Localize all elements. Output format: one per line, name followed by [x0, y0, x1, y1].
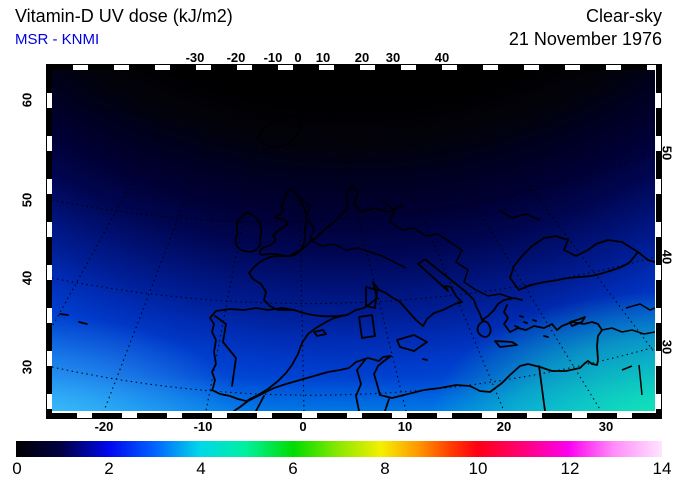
coastline-norway-south — [256, 114, 302, 148]
island-crete — [494, 340, 518, 348]
tick-label: 50 — [19, 192, 35, 208]
header-right: Clear-sky 21 November 1976 — [509, 6, 662, 50]
islands-aegean — [514, 315, 549, 338]
uv-dose-field — [52, 70, 655, 411]
sky-condition-label: Clear-sky — [585, 6, 662, 26]
map-border-zebra-right — [656, 65, 661, 418]
island-sicily — [396, 334, 428, 352]
island-sardinia — [358, 314, 376, 339]
tick-label: -20 — [94, 419, 114, 434]
source-label: MSR - KNMI — [15, 31, 100, 48]
map-overlay — [52, 70, 655, 411]
map-border-zebra-bottom — [47, 413, 661, 418]
page-title: Vitamin-D UV dose (kJ/m2) — [15, 6, 233, 26]
map-border-zebra-left — [47, 65, 52, 418]
colorbar-tick-label: 12 — [560, 459, 580, 478]
colorbar — [16, 441, 662, 457]
island-corsica — [365, 286, 378, 309]
coastline-levant-egypt-libya — [379, 329, 603, 399]
colorbar-tick-label: 0 — [12, 459, 22, 478]
tick-label: 10 — [315, 50, 331, 65]
island-cyprus — [569, 316, 586, 327]
tick-label: 0 — [294, 50, 302, 65]
tick-label: 20 — [496, 419, 512, 434]
coastline-great-britain — [258, 188, 308, 258]
island-malta — [422, 358, 428, 361]
border-libya-egypt — [538, 365, 546, 411]
coastline-adriatic-balkans — [425, 259, 483, 321]
coastline-black-sea — [509, 235, 655, 291]
map-border-zebra-top — [47, 65, 661, 70]
tick-label: 30 — [385, 50, 401, 65]
map-frame — [46, 64, 662, 419]
coastline-france-mediterranean — [346, 281, 378, 316]
colorbar-tick-label: 8 — [380, 459, 390, 478]
tick-label: -30 — [185, 50, 205, 65]
tick-label: 20 — [354, 50, 370, 65]
colorbar-tick-label: 4 — [196, 459, 206, 478]
border-tunisia-libya — [384, 398, 390, 411]
colorbar-tick-label: 14 — [652, 459, 672, 478]
tick-label: 30 — [19, 359, 35, 375]
tick-label: -10 — [263, 50, 283, 65]
tick-label: 40 — [19, 270, 35, 286]
islands-canary-madeira — [59, 313, 88, 325]
border-portugal-spain — [214, 315, 237, 387]
date-label: 21 November 1976 — [508, 29, 662, 49]
island-mallorca — [313, 329, 327, 337]
colorbar-tick-label: 6 — [288, 459, 298, 478]
coastline-north-sea-jutland — [315, 185, 403, 239]
tick-label: 40 — [434, 50, 450, 65]
border-algeria-tunisia — [355, 359, 366, 411]
coastline-tunisia-algeria-morocco — [233, 355, 392, 411]
coastline-greece-peloponnese — [476, 320, 492, 338]
tick-label: 60 — [19, 92, 35, 108]
tick-label: 10 — [397, 419, 413, 434]
colorbar-tick-label: 10 — [468, 459, 488, 478]
coastline-ireland — [234, 212, 263, 253]
tick-label: 30 — [598, 419, 614, 434]
coastlines — [59, 114, 655, 411]
country-borders — [298, 197, 655, 396]
colorbar-tick-label: 2 — [104, 459, 114, 478]
coastline-france-atlantic — [248, 265, 295, 311]
coastline-greece-aegean — [481, 297, 523, 333]
border-morocco-algeria — [255, 395, 265, 411]
coastline-italy — [372, 259, 463, 327]
coastline-france-channel — [254, 237, 317, 267]
graticule — [52, 70, 655, 411]
tick-label: 0 — [299, 419, 307, 434]
coastline-turkey-south — [509, 321, 603, 333]
tick-label: -10 — [193, 419, 213, 434]
coastline-iberia — [209, 307, 348, 402]
tick-label: -20 — [226, 50, 246, 65]
